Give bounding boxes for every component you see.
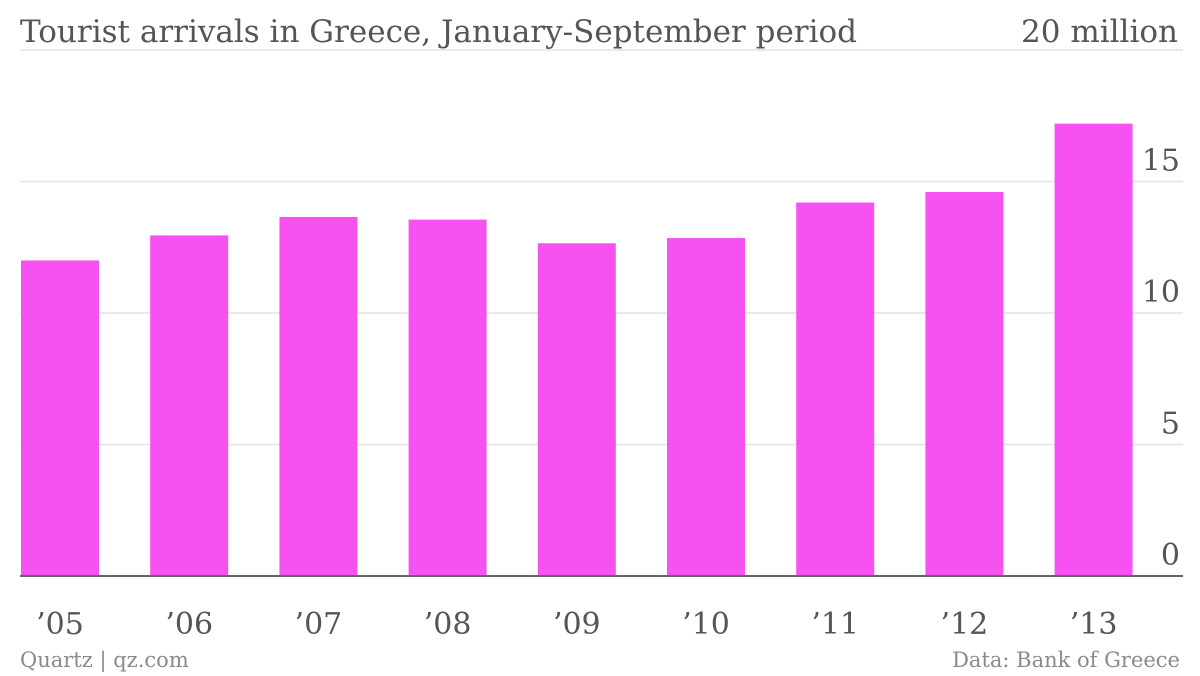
bar [408,219,487,576]
bar [1054,123,1133,576]
bars [21,123,1133,577]
x-tick-label: ’05 [36,607,84,642]
y-tick-label: 0 [1161,538,1180,573]
bar [537,243,616,576]
x-tick-label: ’07 [295,607,343,642]
source-left: Quartz | qz.com [20,648,189,673]
bar [796,202,875,577]
bar [21,260,99,576]
x-tick-label: ’12 [941,607,989,642]
unit-label: 20 million [1021,14,1178,50]
x-tick-label: ’10 [682,607,730,642]
chart-title: Tourist arrivals in Greece, January-Sept… [20,14,857,50]
y-tick-label: 15 [1142,144,1180,179]
x-tick-label: ’09 [553,607,601,642]
x-tick-label: ’06 [165,607,213,642]
x-tick-label: ’11 [811,607,859,642]
x-tick-label: ’13 [1070,607,1118,642]
x-tick-label: ’08 [424,607,472,642]
y-tick-labels: 0 5 10 15 [1142,144,1180,574]
bar [150,235,229,577]
bar [667,238,745,577]
source-right: Data: Bank of Greece [952,648,1180,672]
x-tick-labels: ’05 ’06 ’07 ’08 ’09 ’10 ’11 ’12 ’13 [36,607,1117,642]
y-tick-label: 5 [1161,407,1180,442]
bar [925,192,1004,576]
y-tick-label: 10 [1142,275,1180,310]
bar [279,217,358,576]
